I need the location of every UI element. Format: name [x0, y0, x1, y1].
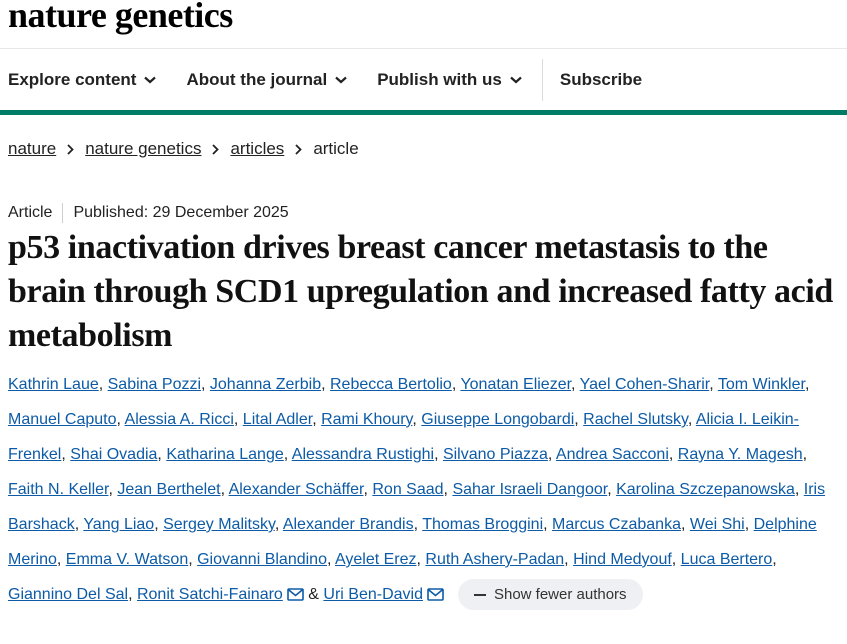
author-link[interactable]: Alessandra Rustighi: [291, 446, 435, 463]
author-link[interactable]: Alicia I. Leikin-Frenkel: [8, 411, 799, 463]
nav-divider: [541, 59, 543, 101]
publish-date: Published: 29 December 2025: [73, 204, 289, 221]
main-nav: Explore content About the journal Publis…: [8, 59, 672, 101]
article-title: p53 inactivation drives breast cancer me…: [8, 229, 833, 354]
author-link[interactable]: Giovanni Blandino: [197, 551, 327, 568]
meta-divider: [62, 203, 64, 223]
author-link[interactable]: Rami Khoury: [321, 411, 413, 428]
nav-subscribe[interactable]: Subscribe: [559, 70, 643, 89]
author-link[interactable]: Wei Shi: [689, 516, 745, 533]
header-divider: [0, 48, 847, 49]
author-link[interactable]: Sahar Israeli Dangoor: [452, 481, 608, 498]
author-link[interactable]: Karolina Szczepanowska: [616, 481, 795, 498]
author-link[interactable]: Kathrin Laue: [8, 376, 99, 393]
author-link[interactable]: Ron Saad: [372, 481, 444, 498]
author-link[interactable]: Katharina Lange: [166, 446, 284, 463]
author-link[interactable]: Emma V. Watson: [65, 551, 189, 568]
nav-explore-content[interactable]: Explore content: [8, 70, 157, 90]
chevron-down-icon: [144, 76, 157, 84]
author-link[interactable]: Andrea Sacconi: [555, 446, 669, 463]
breadcrumb-nature[interactable]: nature: [8, 139, 57, 158]
chevron-right-icon: [295, 143, 303, 155]
mail-icon[interactable]: [287, 579, 304, 614]
author-link[interactable]: Yael Cohen-Sharir: [579, 376, 710, 393]
author-link[interactable]: Alexander Brandis: [282, 516, 414, 533]
author-link[interactable]: Iris Barshack: [8, 481, 826, 533]
chevron-right-icon: [212, 143, 220, 155]
author-link[interactable]: Alexander Schäffer: [228, 481, 364, 498]
author-link[interactable]: Yonatan Eliezer: [460, 376, 572, 393]
author-link[interactable]: Delphine Merino: [8, 516, 817, 568]
author-link[interactable]: Uri Ben-David: [323, 586, 423, 603]
author-link[interactable]: Ronit Satchi-Fainaro: [136, 586, 283, 603]
show-fewer-authors-button[interactable]: Show fewer authors: [457, 579, 643, 611]
author-link[interactable]: Alessia A. Ricci: [124, 411, 234, 428]
author-link[interactable]: Ayelet Erez: [335, 551, 417, 568]
chevron-right-icon: [67, 143, 74, 155]
author-link[interactable]: Yang Liao: [83, 516, 155, 533]
nav-label: About the journal: [186, 70, 328, 89]
author-link[interactable]: Shai Ovadia: [70, 446, 158, 463]
author-link[interactable]: Ruth Ashery-Padan: [425, 551, 565, 568]
author-link[interactable]: Hind Medyouf: [573, 551, 672, 568]
nav-about-journal[interactable]: About the journal: [186, 70, 347, 90]
author-link[interactable]: Giuseppe Longobardi: [421, 411, 575, 428]
article-meta: Article Published: 29 December 2025: [8, 203, 289, 223]
author-link[interactable]: Manuel Caputo: [8, 411, 117, 428]
mail-icon[interactable]: [427, 579, 444, 614]
author-link[interactable]: Luca Bertero: [680, 551, 773, 568]
show-fewer-label: Show fewer authors: [493, 586, 627, 604]
author-list: Kathrin Laue, Sabina Pozzi, Johanna Zerb…: [8, 367, 843, 614]
nav-publish-with-us[interactable]: Publish with us: [377, 70, 522, 90]
author-link[interactable]: Rebecca Bertolio: [329, 376, 452, 393]
article-type: Article: [8, 204, 53, 221]
author-link[interactable]: Jean Berthelet: [117, 481, 221, 498]
author-link[interactable]: Marcus Czabanka: [552, 516, 681, 533]
author-link[interactable]: Thomas Broggini: [422, 516, 544, 533]
author-link[interactable]: Lital Adler: [242, 411, 313, 428]
chevron-down-icon: [510, 76, 522, 84]
journal-logo[interactable]: nature genetics: [8, 0, 233, 35]
chevron-down-icon: [335, 76, 347, 84]
author-link[interactable]: Giannino Del Sal: [8, 586, 129, 603]
author-link[interactable]: Sabina Pozzi: [107, 376, 202, 393]
nav-label: Publish with us: [377, 70, 502, 89]
author-link[interactable]: Johanna Zerbib: [209, 376, 322, 393]
breadcrumb-current: article: [313, 139, 359, 158]
breadcrumb-articles[interactable]: articles: [230, 139, 285, 158]
author-link[interactable]: Tom Winkler: [717, 376, 805, 393]
author-link[interactable]: Faith N. Keller: [8, 481, 109, 498]
accent-bar: [0, 110, 847, 115]
breadcrumb: nature nature genetics articles article: [8, 139, 359, 159]
author-link[interactable]: Sergey Malitsky: [163, 516, 275, 533]
breadcrumb-nature-genetics[interactable]: nature genetics: [85, 139, 202, 158]
nav-label: Explore content: [8, 70, 137, 89]
minus-icon: [473, 593, 486, 596]
author-link[interactable]: Silvano Piazza: [442, 446, 548, 463]
author-connector: &: [308, 586, 324, 603]
author-link[interactable]: Rachel Slutsky: [583, 411, 688, 428]
author-link[interactable]: Rayna Y. Magesh: [677, 446, 803, 463]
